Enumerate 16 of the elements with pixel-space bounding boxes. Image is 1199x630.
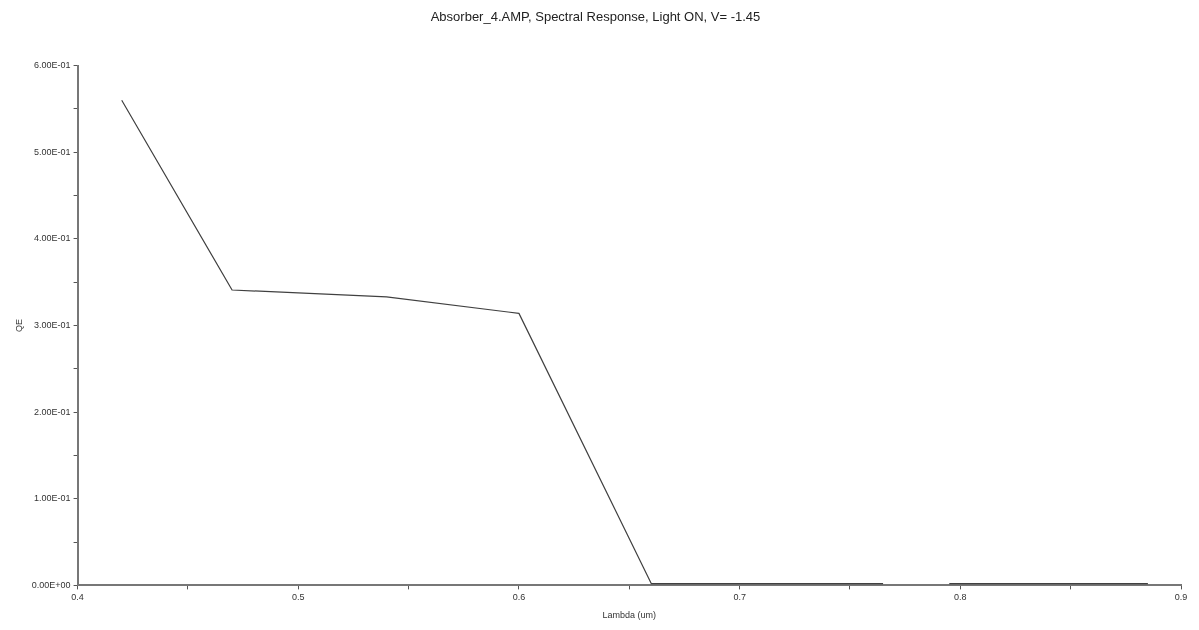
x-tick-label: 0.9 <box>1174 592 1188 603</box>
x-tick-label: 0.6 <box>512 592 526 603</box>
y-tick-label: 3.00E-01 <box>34 319 71 330</box>
y-tick-label: 6.00E-01 <box>34 60 71 71</box>
x-tick-label: 0.5 <box>292 592 305 603</box>
x-tick-label: 0.8 <box>954 592 967 603</box>
y-axis-title: QE <box>13 318 24 333</box>
x-tick-label: 0.4 <box>71 592 84 603</box>
y-tick-label: 1.00E-01 <box>34 493 71 504</box>
x-axis-title: Lambda (um) <box>602 610 657 621</box>
y-tick-label: 5.00E-01 <box>34 146 71 157</box>
chart-title: Absorber_4.AMP, Spectral Response, Light ON, V= -1.45 <box>430 9 761 25</box>
y-tick-label: 2.00E-01 <box>34 406 71 417</box>
y-tick-label: 4.00E-01 <box>34 233 71 244</box>
y-tick-label: 0.00E+00 <box>31 579 71 590</box>
x-tick-label: 0.7 <box>733 592 746 603</box>
